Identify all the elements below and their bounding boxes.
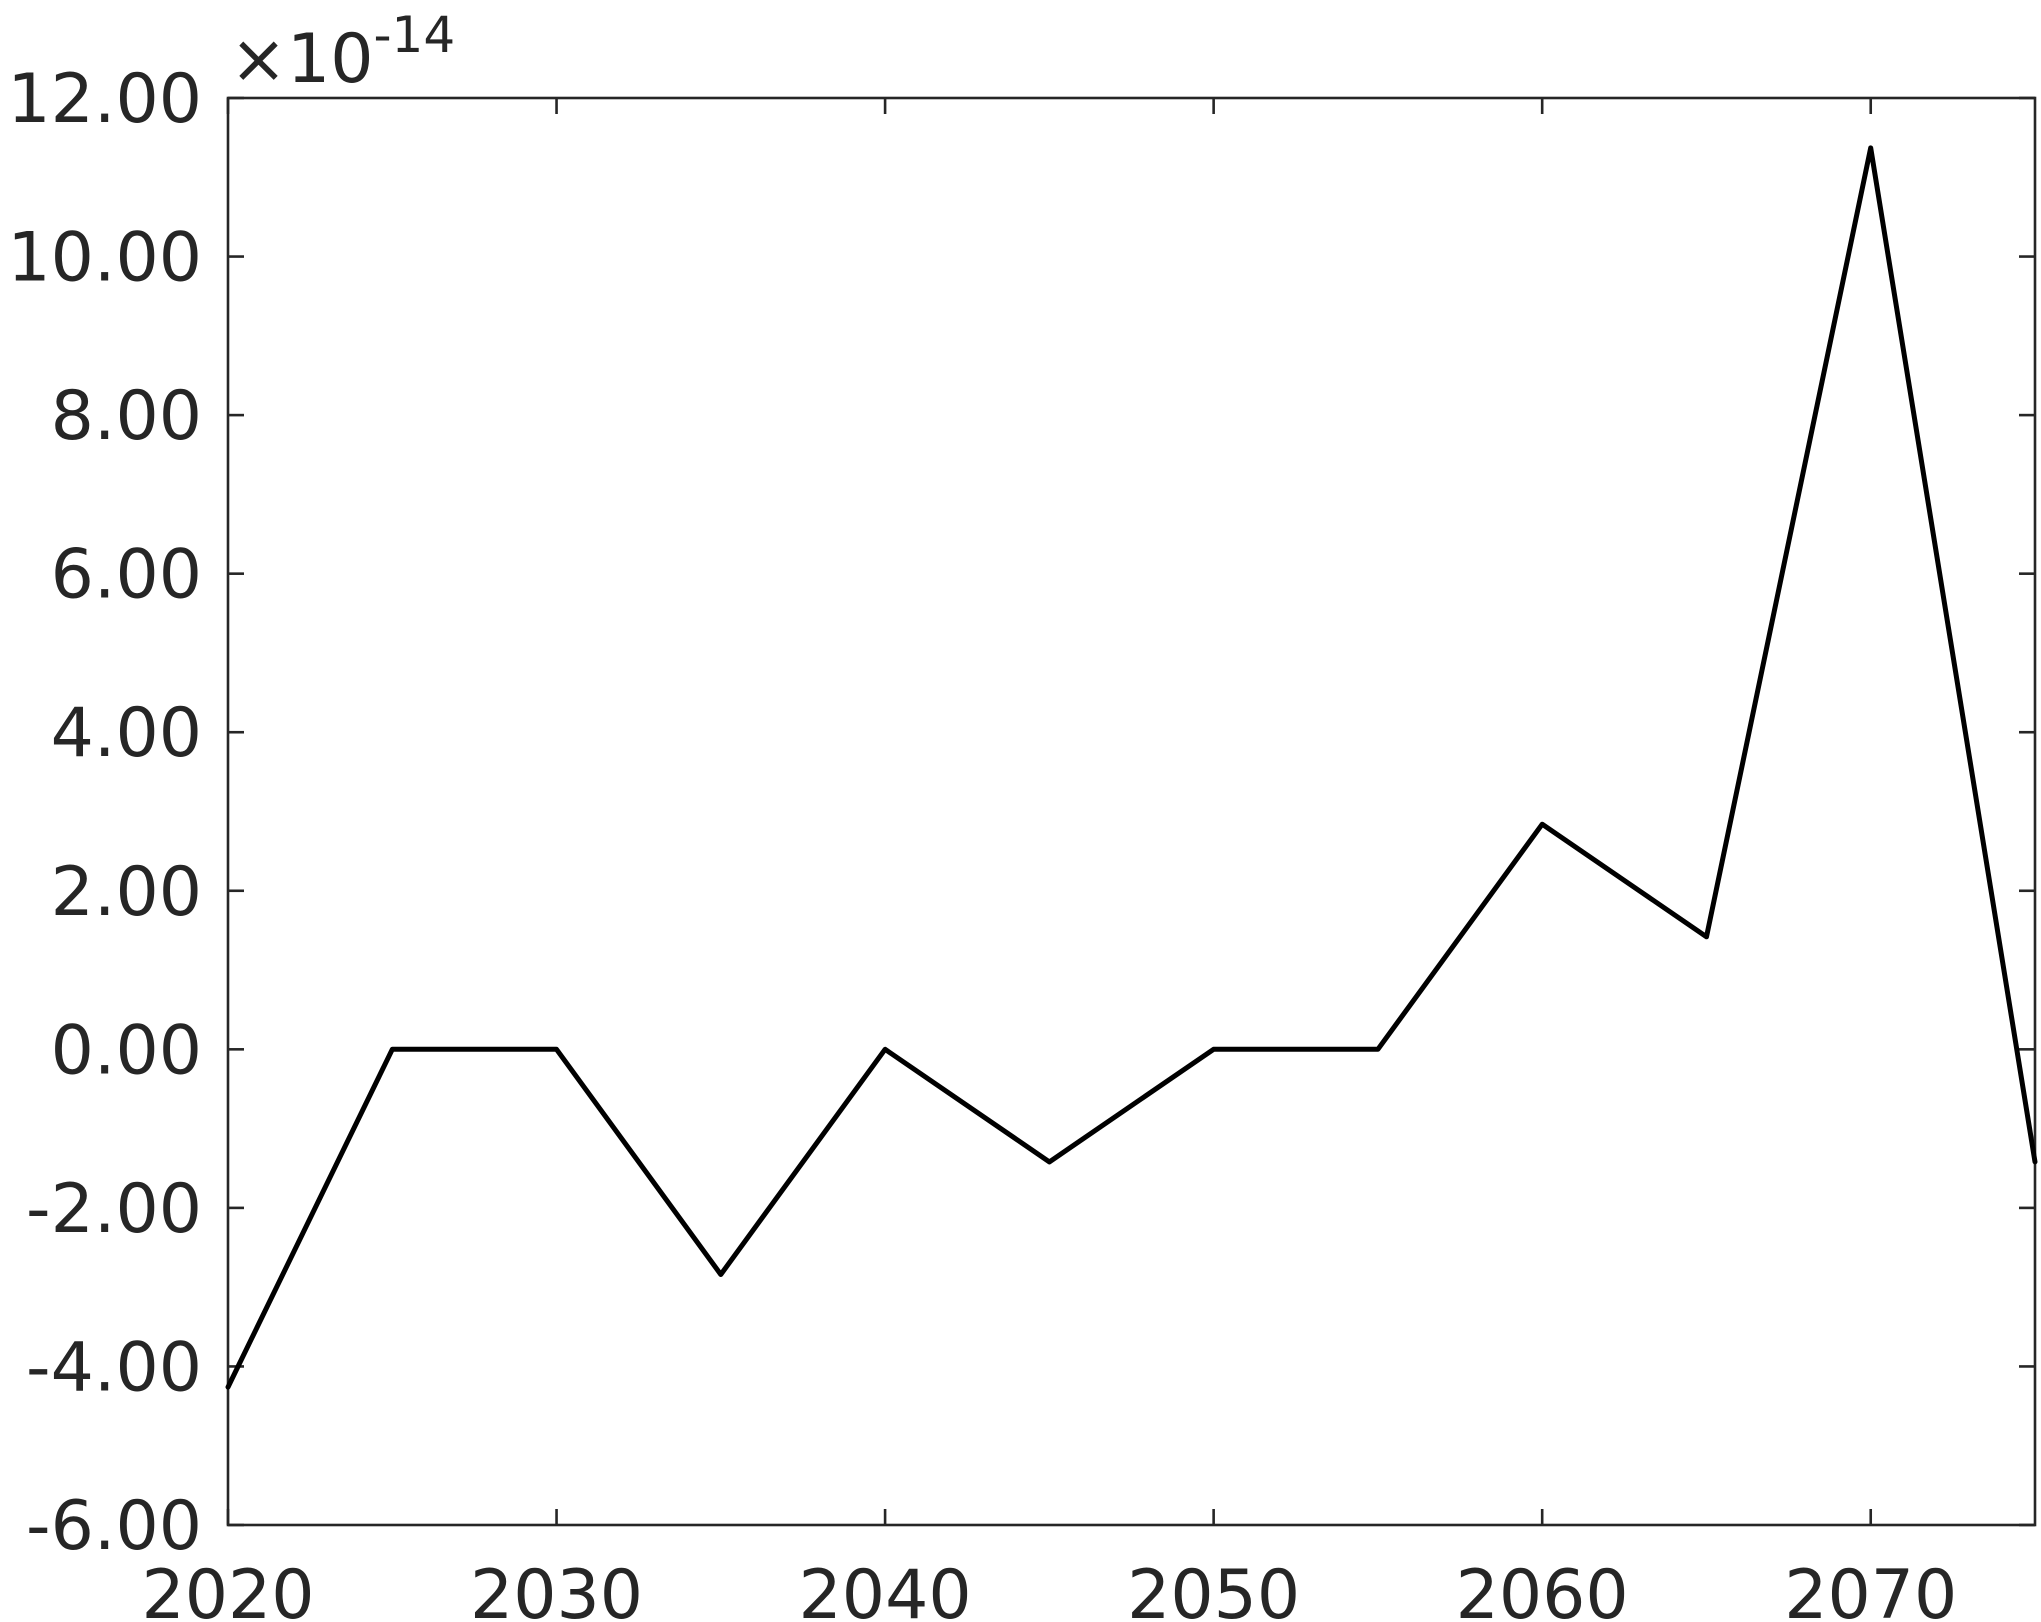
y-tick-label: -6.00 [26,1487,202,1566]
y-tick-label: 6.00 [51,536,202,615]
data-line [225,145,2038,1390]
x-tick-label: 2050 [1127,1556,1300,1622]
x-tick-label: 2060 [1456,1556,1629,1622]
y-tick-label: 2.00 [51,853,202,932]
y-tick-labels: -6.00 -4.00 -2.00 0.00 2.00 4.00 6.00 8.00 10.00… [7,60,202,1566]
y-tick-label: 8.00 [51,377,202,456]
y-tick-label: -4.00 [26,1328,202,1407]
y-tick-label: 10.00 [7,219,202,298]
y-tick-label: 0.00 [51,1011,202,1090]
plot-area [226,96,2037,1527]
y-tick-label: 12.00 [7,60,202,139]
x-tick-label: 2020 [141,1556,314,1622]
x-tick-label: 2030 [470,1556,643,1622]
x-tick-label: 2070 [1784,1556,1957,1622]
y-tick-label: 4.00 [51,694,202,773]
y-exponent-label: ×10-14 [230,6,455,99]
x-tick-labels: 2020 2030 2040 2050 2060 2070 [141,1556,1957,1622]
x-tick-label: 2040 [799,1556,972,1622]
axis-ticks [226,96,2035,1527]
y-tick-label: -2.00 [26,1170,202,1249]
